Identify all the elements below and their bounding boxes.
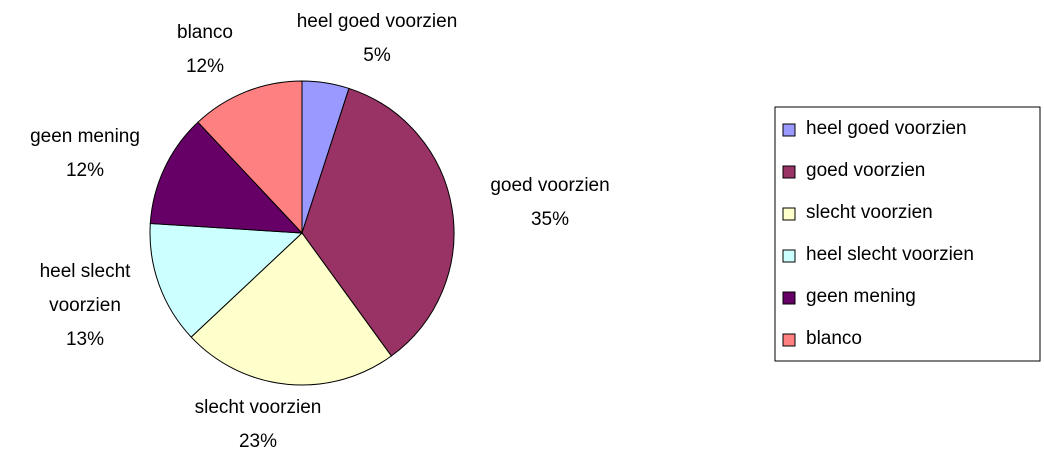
legend-label: blanco (806, 328, 862, 349)
legend-swatch (782, 165, 796, 179)
legend-label: heel goed voorzien (806, 118, 967, 139)
legend-swatch (782, 123, 796, 137)
slice-value: 5% (363, 45, 391, 66)
slice-name: blanco (177, 22, 233, 43)
slice-value: 23% (238, 431, 278, 452)
legend-swatch (782, 249, 796, 263)
legend-swatch (782, 207, 796, 221)
slice-label: geen mening 12% (5, 120, 165, 188)
slice-name: slecht voorzien (194, 397, 322, 418)
slice-label: heel slecht voorzien 13% (15, 255, 155, 357)
slice-value: 13% (65, 329, 105, 350)
pie-slice (149, 222, 304, 338)
legend-label: goed voorzien (806, 160, 926, 181)
slice-name: goed voorzien (490, 175, 610, 196)
slice-label: heel goed voorzien 5% (262, 5, 492, 73)
slice-name: heel slecht voorzien (39, 261, 131, 316)
legend-label: heel slecht voorzien (806, 244, 974, 265)
slice-name: geen mening (30, 126, 140, 147)
slice-value: 12% (185, 56, 225, 77)
slice-label: blanco 12% (145, 16, 265, 84)
legend-swatch (782, 333, 796, 347)
pie-slice (197, 80, 303, 235)
slice-label: goed voorzien 35% (450, 169, 650, 237)
legend-swatch (782, 291, 796, 305)
legend-label: geen mening (806, 286, 916, 307)
legend-label: slecht voorzien (806, 202, 933, 223)
slice-value: 35% (530, 209, 570, 230)
slice-label: slecht voorzien 23% (148, 391, 368, 459)
pie-slice (301, 87, 455, 357)
pie-slice (190, 232, 393, 386)
pie-slice (149, 121, 304, 234)
legend-box (774, 106, 1041, 362)
slice-value: 12% (65, 160, 105, 181)
slice-name: heel goed voorzien (296, 11, 458, 32)
